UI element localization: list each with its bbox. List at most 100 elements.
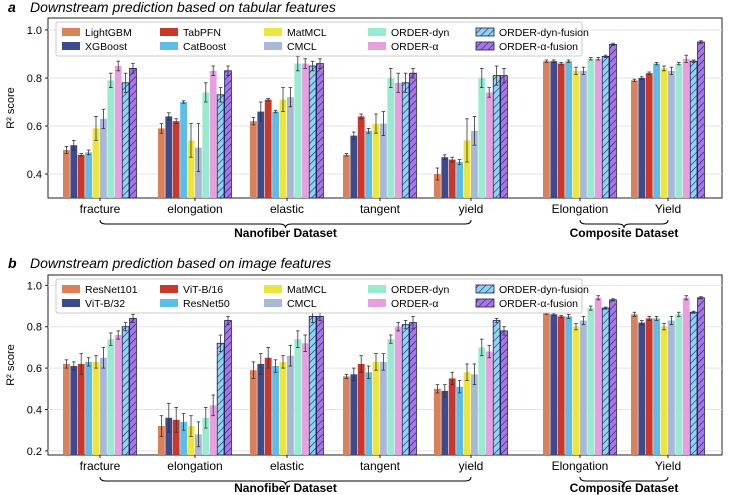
legend-label: ViT-B/32 (85, 298, 125, 310)
legend-label: ViT-B/16 (183, 284, 223, 296)
bar (638, 322, 646, 455)
bar-hatch (129, 318, 137, 455)
bar (195, 147, 202, 198)
bar-hatch (697, 297, 705, 455)
legend-swatch (62, 299, 80, 307)
legend-swatch (62, 28, 80, 36)
bar (645, 318, 653, 455)
bar (653, 63, 660, 198)
bar-hatch (402, 82, 409, 198)
bar (350, 374, 358, 455)
bar (250, 121, 257, 198)
bar (165, 116, 173, 198)
y-tick-label: 0.6 (27, 121, 42, 133)
bar (264, 99, 272, 198)
bar-hatch (609, 299, 617, 455)
bar (580, 320, 587, 455)
legend-swatch (160, 285, 178, 293)
bar-hatch (602, 308, 609, 455)
panel-tabular: a Downstream prediction based on tabular … (5, 0, 723, 240)
bar-hatch (609, 44, 617, 199)
bar (180, 421, 187, 455)
legend-swatch (368, 28, 386, 36)
bar-hatch (122, 82, 129, 198)
bar (257, 363, 265, 455)
bar (100, 357, 107, 455)
bar (357, 116, 365, 198)
bar (668, 70, 675, 198)
bar (394, 326, 402, 455)
x-tick-label: fracture (80, 459, 121, 473)
bar (485, 92, 493, 198)
x-tick-label: fracture (80, 202, 121, 216)
bar-hatch (316, 63, 324, 198)
legend-swatch-hatch (476, 28, 494, 36)
bar-hatch (402, 324, 409, 455)
bar (485, 351, 493, 455)
bar (456, 162, 463, 198)
legend-label: CMCL (287, 298, 317, 310)
legend-label: XGBoost (85, 41, 127, 53)
bar (77, 154, 85, 198)
bar (572, 70, 580, 198)
group-bracket (99, 476, 472, 486)
legend-label: ORDER-α-fusion (499, 41, 578, 53)
bar (557, 63, 565, 198)
x-tick-label: Yield (655, 202, 681, 216)
bar (448, 378, 456, 455)
legend-swatch (264, 28, 282, 36)
legend-label: ORDER-α (391, 298, 439, 310)
bar (107, 80, 115, 198)
bar (543, 312, 550, 455)
legend-swatch (160, 299, 178, 307)
bar (645, 73, 653, 198)
bar (638, 78, 646, 198)
legend-label: ORDER-dyn (391, 284, 450, 296)
panel-image: b Downstream prediction based on image fe… (5, 255, 723, 495)
legend-label: MatMCL (287, 284, 327, 296)
bar (365, 372, 372, 455)
legend-label: LightGBM (85, 27, 132, 39)
legend-swatch (264, 285, 282, 293)
y-tick-label: 0.2 (27, 446, 42, 458)
legend-label: ORDER-dyn-fusion (499, 284, 589, 296)
bar (187, 140, 195, 198)
bar (478, 347, 486, 455)
legend-swatch (62, 42, 80, 50)
x-tick-label: tangent (360, 459, 401, 473)
legend-label: ORDER-α (391, 41, 439, 53)
chart-title: Downstream prediction based on tabular f… (30, 0, 336, 15)
legend-swatch (368, 285, 386, 293)
y-tick-label: 0.8 (27, 322, 42, 334)
bar (70, 145, 78, 198)
bar (202, 417, 210, 455)
y-tick-label: 0.8 (27, 73, 42, 85)
bar (380, 361, 387, 455)
bar (543, 61, 550, 199)
bar-hatch (690, 61, 697, 199)
y-axis-label: R² score (5, 344, 17, 386)
bar (250, 370, 257, 455)
bar (63, 363, 70, 455)
bar (272, 366, 279, 455)
bar (471, 130, 478, 198)
bar-hatch (697, 42, 705, 198)
bar (675, 314, 683, 455)
x-tick-label: elongation (167, 202, 222, 216)
bar (77, 363, 85, 455)
bar-hatch (409, 73, 417, 198)
bar (387, 339, 395, 455)
bar (372, 361, 380, 455)
legend-swatch-hatch (476, 299, 494, 307)
x-tick-label: elongation (167, 459, 222, 473)
bar (682, 297, 690, 455)
bar (550, 314, 558, 455)
bar (660, 326, 668, 455)
bar-hatch (309, 66, 316, 198)
x-tick-label: yield (459, 459, 484, 473)
legend-label: ResNet50 (183, 298, 230, 310)
bar (594, 58, 602, 198)
bar (165, 417, 173, 455)
bar (63, 150, 70, 198)
